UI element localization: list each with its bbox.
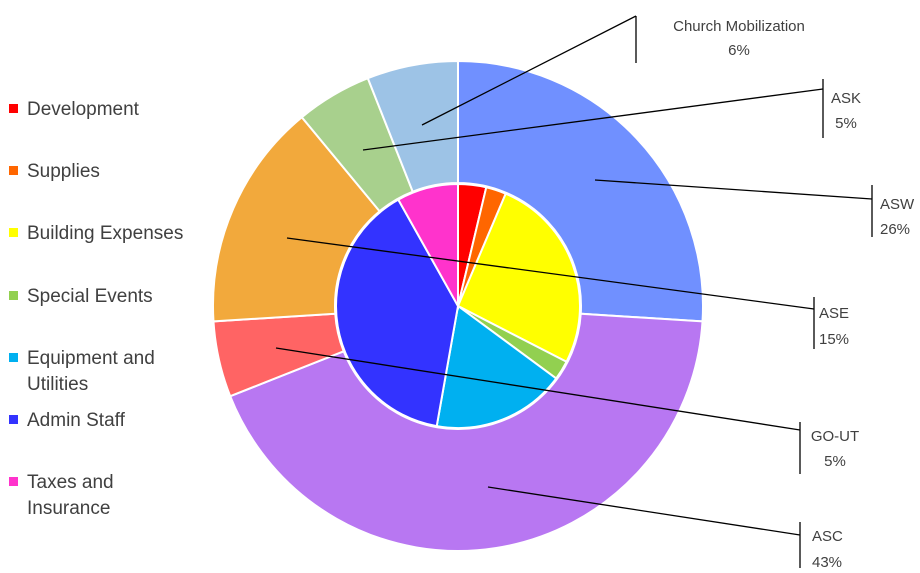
callout-ask: ASK 5%	[362, 79, 861, 151]
callout-value: 26%	[880, 221, 910, 238]
callout-leader-line	[275, 347, 801, 431]
legend-label: Admin Staff	[27, 410, 125, 431]
legend-label: Supplies	[27, 161, 100, 182]
callout-leader-line	[487, 486, 801, 536]
callout-label: ASW	[880, 196, 915, 213]
callout-label: ASE	[819, 305, 849, 322]
legend-swatch	[9, 477, 18, 486]
inner-slice-admin-staff	[335, 198, 460, 428]
callout-value: 15%	[819, 331, 849, 348]
callout-value: 5%	[824, 453, 846, 470]
callout-label: GO-UT	[811, 428, 859, 445]
inner-slice-taxes-and-insurance	[396, 182, 459, 310]
legend-label: Taxes and Insurance	[27, 472, 114, 519]
callout-value: 6%	[728, 42, 750, 59]
callout-asw: ASW 26%	[594, 179, 915, 238]
legend-item-special-events: Special Events	[9, 284, 197, 310]
callout-leader-line	[286, 237, 815, 310]
callout-label: Church Mobilization	[673, 18, 805, 35]
callout-church-mobilization: Church Mobilization 6%	[421, 15, 805, 126]
legend-swatch	[9, 104, 18, 113]
legend-swatch	[9, 353, 18, 362]
legend-item-taxes-and-insurance: Taxes and Insurance	[9, 470, 197, 522]
callout-ase: ASE 15%	[286, 237, 849, 349]
legend-label: Equipment and Utilities	[27, 348, 155, 395]
legend-label: Development	[27, 99, 139, 120]
legend-swatch	[9, 228, 18, 237]
legend-swatch	[9, 415, 18, 424]
callout-value: 5%	[835, 115, 857, 132]
callout-leader-line	[362, 88, 824, 151]
legend-item-admin-staff: Admin Staff	[9, 408, 197, 434]
callout-value: 43%	[812, 554, 842, 571]
legend-swatch	[9, 166, 18, 175]
callout-leader-line	[421, 15, 637, 126]
legend-label: Building Expenses	[27, 223, 184, 244]
inner-slice-equipment-and-utilities	[435, 304, 558, 429]
callout-go-ut: GO-UT 5%	[275, 347, 859, 474]
callout-asc: ASC 43%	[487, 486, 843, 571]
legend-item-building-expenses: Building Expenses	[9, 221, 197, 247]
legend-label: Special Events	[27, 286, 153, 307]
legend-item-supplies: Supplies	[9, 159, 197, 185]
callout-label: ASC	[812, 528, 843, 545]
inner-slice-building-expenses	[456, 192, 581, 364]
legend-item-equipment-and-utilities: Equipment and Utilities	[9, 346, 197, 398]
callout-leader-line	[594, 179, 873, 200]
legend: Development Supplies Building Expenses Spec…	[9, 0, 209, 573]
callout-label: ASK	[831, 90, 861, 107]
legend-swatch	[9, 291, 18, 300]
legend-item-development: Development	[9, 97, 197, 123]
